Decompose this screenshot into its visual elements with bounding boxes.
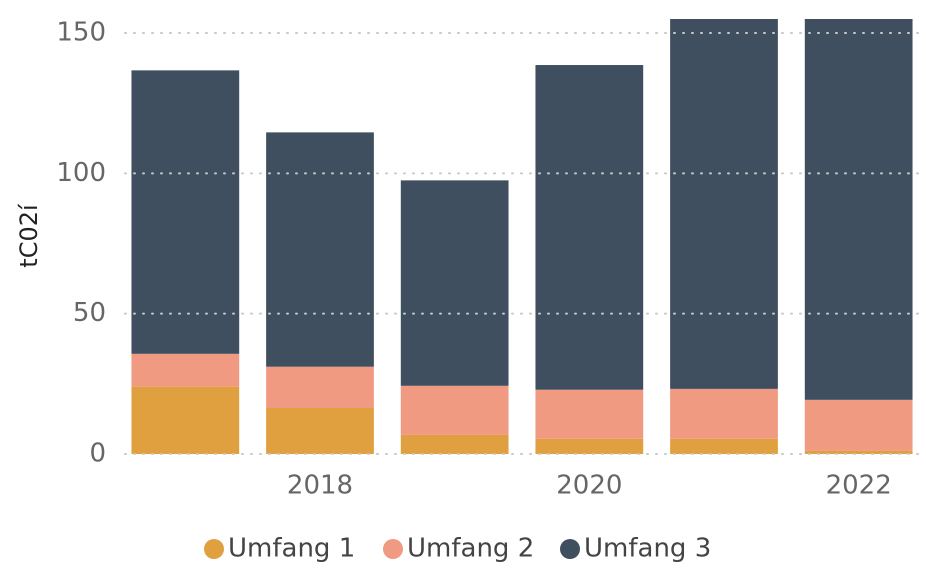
bars: [131, 19, 913, 454]
y-tick-label: 50: [73, 298, 106, 328]
bar-segment: [804, 19, 913, 400]
bar-segment: [131, 386, 240, 454]
bar-segment: [670, 19, 778, 389]
x-tick-label: 2020: [556, 471, 622, 501]
bar-segment: [266, 132, 374, 367]
x-tick-label: 2022: [826, 471, 892, 501]
x-tick-label: 2018: [287, 471, 353, 501]
legend-marker: [204, 539, 224, 559]
y-tick-label: 150: [56, 18, 106, 48]
bar-segment: [535, 65, 644, 390]
bar-segment: [400, 434, 509, 454]
bar-segment: [131, 353, 240, 387]
bar-segment: [131, 70, 240, 354]
bar-segment: [670, 388, 778, 439]
legend-label: Umfang 3: [584, 534, 711, 564]
bar-segment: [804, 399, 913, 451]
y-axis-label: tC02í: [15, 203, 43, 268]
legend-marker: [383, 539, 403, 559]
y-tick-label: 100: [56, 158, 106, 188]
legend-label: Umfang 2: [407, 534, 534, 564]
bar-segment: [266, 407, 374, 454]
bar-segment: [670, 438, 778, 454]
bar-segment: [535, 389, 644, 439]
bar-segment: [400, 180, 509, 386]
bar-segment: [400, 385, 509, 435]
legend-label: Umfang 1: [228, 534, 355, 564]
legend-marker: [560, 539, 580, 559]
y-tick-label: 0: [89, 439, 106, 469]
bar-segment: [804, 450, 913, 454]
bar-segment: [266, 366, 374, 408]
bar-segment: [535, 438, 644, 454]
